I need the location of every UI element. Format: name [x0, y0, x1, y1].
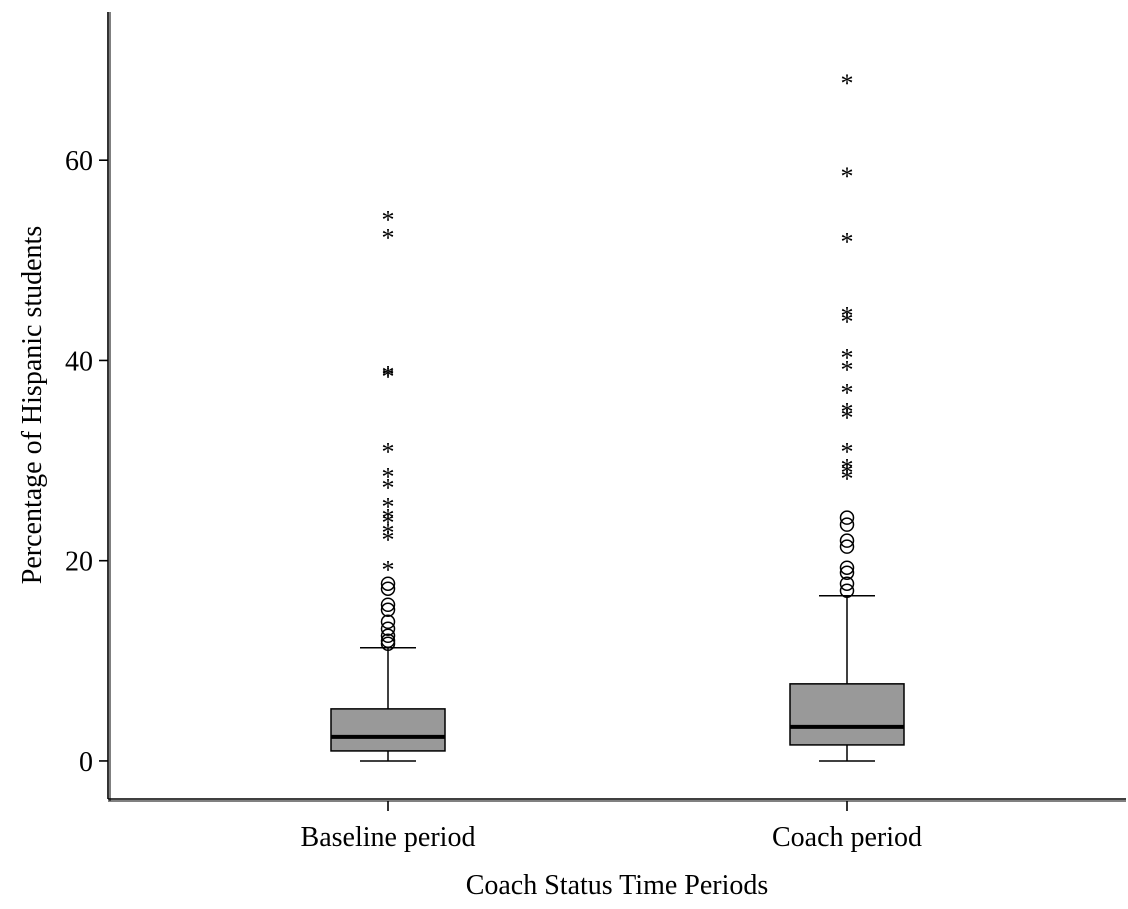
outlier-star: *: [841, 301, 854, 330]
boxes: ***************************: [330, 69, 905, 762]
y-ticks: 0 20 40 60: [65, 146, 108, 778]
outlier-star: *: [841, 378, 854, 407]
box-group: *************: [330, 205, 446, 762]
outlier-star: *: [841, 162, 854, 191]
outlier-star: *: [382, 509, 395, 538]
outlier-star: *: [382, 556, 395, 585]
outlier-star: *: [382, 360, 395, 389]
outlier-star: *: [382, 205, 395, 234]
outlier-star: *: [841, 343, 854, 372]
outlier-star: *: [382, 519, 395, 548]
outlier-star: *: [382, 526, 395, 555]
outlier-star: *: [841, 307, 854, 336]
outlier-circle: [380, 602, 396, 618]
axes: [107, 12, 1126, 802]
outlier-star: *: [841, 438, 854, 467]
iqr-box: [330, 708, 446, 752]
outlier-circle: [839, 517, 855, 532]
x-axis-title: Coach Status Time Periods: [466, 870, 769, 901]
outlier-star: *: [841, 459, 854, 488]
outlier-star: *: [841, 398, 854, 427]
x-tick-label: Baseline period: [301, 822, 476, 853]
outlier-circle: [839, 560, 855, 575]
outlier-star: *: [382, 474, 395, 503]
outlier-circle: [380, 576, 396, 591]
outlier-star: *: [382, 504, 395, 533]
x-ticks: Baseline period Coach period: [301, 801, 922, 853]
x-tick-label: Coach period: [772, 822, 922, 853]
outlier-star: *: [382, 438, 395, 467]
outlier-circle: [380, 614, 396, 630]
outlier-star: *: [841, 355, 854, 384]
outlier-star: *: [841, 69, 854, 98]
outlier-circle: [839, 510, 855, 525]
outlier-star: *: [382, 463, 395, 492]
outlier-circle: [380, 597, 396, 613]
outlier-circle: [839, 583, 855, 598]
outlier-circle: [380, 581, 396, 596]
outlier-star: *: [382, 493, 395, 522]
outlier-circle: [380, 633, 396, 649]
outlier-circle: [380, 621, 396, 637]
outlier-star: *: [841, 404, 854, 433]
iqr-box: [789, 683, 905, 746]
y-tick-label: 0: [79, 747, 93, 778]
y-tick-label: 60: [65, 146, 93, 177]
y-tick-label: 20: [65, 547, 93, 578]
outlier-star: *: [841, 465, 854, 494]
outlier-star: *: [841, 227, 854, 256]
outlier-circle: [839, 539, 855, 554]
outlier-star: *: [382, 223, 395, 252]
outlier-circle: [839, 576, 855, 591]
outlier-star: *: [841, 454, 854, 483]
y-tick-label: 40: [65, 346, 93, 377]
box-group: **************: [789, 69, 905, 762]
outlier-star: *: [382, 362, 395, 391]
y-axis-title: Percentage of Hispanic students: [17, 226, 48, 584]
outlier-circle: [839, 565, 855, 580]
outlier-circle: [839, 533, 855, 548]
outlier-circle: [380, 628, 396, 644]
